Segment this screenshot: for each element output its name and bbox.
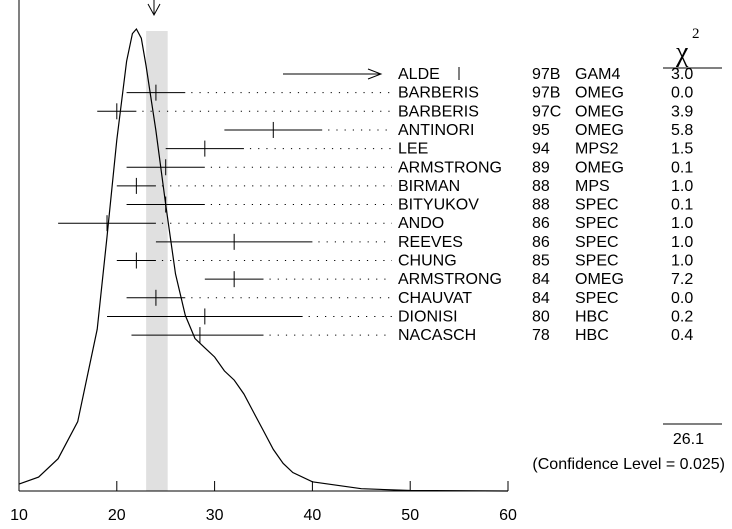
measurement-author: REEVES	[398, 234, 463, 251]
measurement-author: BARBERIS	[398, 85, 479, 102]
measurement-row: ANTINORI 95 OMEG 5.8	[224, 121, 693, 139]
measurement-author: ARMSTRONG	[398, 271, 502, 288]
measurement-row: LEE 94 MPS2 1.5	[165, 140, 693, 158]
measurement-technique: MPS2	[575, 141, 619, 158]
measurement-technique: OMEG	[575, 159, 624, 176]
measurement-row: ANDO 86 SPEC 1.0	[58, 215, 693, 232]
measurement-chi2: 1.0	[671, 215, 693, 232]
measurement-arrowhead	[367, 68, 383, 80]
measurement-row: NACASCH 78 HBC 0.4	[131, 327, 693, 344]
measurement-author: NACASCH	[398, 327, 476, 344]
measurement-year: 84	[532, 271, 550, 288]
x-tick-label: 50	[401, 507, 419, 524]
measurement-chi2: 3.0	[671, 66, 693, 83]
average-band	[146, 31, 168, 491]
measurement-row: BIRMAN 88 MPS 1.0	[116, 177, 693, 195]
measurement-chi2: 1.0	[671, 253, 693, 270]
measurement-author: BARBERIS	[398, 103, 479, 120]
measurement-technique: OMEG	[575, 271, 624, 288]
measurement-technique: GAM4	[575, 66, 620, 83]
measurement-chi2: 0.0	[671, 85, 693, 102]
measurement-year: 88	[532, 197, 550, 214]
measurement-year: 86	[532, 234, 550, 251]
measurement-row: ARMSTRONG 89 OMEG 0.1	[126, 159, 693, 176]
measurement-row: CHAUVAT 84 SPEC 0.0	[126, 289, 693, 307]
x-tick-label: 20	[108, 507, 126, 524]
measurement-author: BITYUKOV	[398, 197, 479, 214]
measurement-row: DIONISI 80 HBC 0.2	[107, 308, 693, 325]
x-tick-label: 10	[10, 507, 28, 524]
measurement-year: 95	[532, 122, 550, 139]
measurement-year: 84	[532, 290, 550, 307]
measurement-technique: SPEC	[575, 234, 619, 251]
measurement-chi2: 1.0	[671, 234, 693, 251]
measurement-chi2: 0.1	[671, 159, 693, 176]
x-tick-label: 40	[304, 507, 322, 524]
measurement-row: BARBERIS 97B OMEG 0.0	[126, 84, 693, 102]
measurement-year: 97B	[532, 85, 560, 102]
measurement-technique: OMEG	[575, 103, 624, 120]
measurement-row: REEVES 86 SPEC 1.0	[155, 233, 693, 251]
chi2-header-symbol: χ	[675, 37, 689, 68]
measurement-chi2: 7.2	[671, 271, 693, 288]
measurement-author: CHAUVAT	[398, 290, 472, 307]
measurement-year: 97B	[532, 66, 560, 83]
measurement-author: BIRMAN	[398, 178, 460, 195]
measurement-author: ANTINORI	[398, 122, 474, 139]
measurement-year: 85	[532, 253, 550, 270]
measurement-technique: MPS	[575, 178, 610, 195]
measurement-author: DIONISI	[398, 308, 458, 325]
measurement-technique: HBC	[575, 308, 609, 325]
measurement-row: BITYUKOV 88 SPEC 0.1	[126, 196, 693, 214]
measurement-chi2: 0.1	[671, 197, 693, 214]
x-tick-label: 60	[499, 507, 517, 524]
average-marker-arrowhead	[147, 3, 161, 17]
measurement-chi2: 5.8	[671, 122, 693, 139]
measurement-technique: SPEC	[575, 197, 619, 214]
measurement-author: CHUNG	[398, 253, 457, 270]
measurement-chi2: 3.9	[671, 103, 693, 120]
measurement-author: ANDO	[398, 215, 444, 232]
measurement-chi2: 0.2	[671, 308, 693, 325]
measurement-year: 86	[532, 215, 550, 232]
measurement-year: 78	[532, 327, 550, 344]
measurement-chi2: 1.5	[671, 141, 693, 158]
measurement-chi2: 1.0	[671, 178, 693, 195]
measurement-row: ARMSTRONG 84 OMEG 7.2	[204, 271, 693, 288]
measurement-technique: SPEC	[575, 290, 619, 307]
measurement-technique: SPEC	[575, 215, 619, 232]
measurement-technique: OMEG	[575, 122, 624, 139]
measurement-year: 97C	[532, 103, 561, 120]
chi2-header-superscript: 2	[692, 26, 700, 42]
measurement-author: LEE	[398, 141, 428, 158]
measurement-chi2: 0.0	[671, 290, 693, 307]
measurement-row: CHUNG 85 SPEC 1.0	[116, 252, 693, 270]
measurement-year: 88	[532, 178, 550, 195]
measurement-row: BARBERIS 97C OMEG 3.9	[97, 103, 693, 120]
chi2-total: 26.1	[673, 431, 704, 448]
measurement-technique: HBC	[575, 327, 609, 344]
measurement-year: 89	[532, 159, 550, 176]
x-tick-label: 30	[206, 507, 224, 524]
measurement-chi2: 0.4	[671, 327, 693, 344]
measurement-author: ALDE	[398, 66, 440, 83]
measurement-row: ALDE 97B GAM4 3.0	[283, 66, 693, 83]
ideogram-curve	[18, 27, 509, 492]
confidence-level-text: (Confidence Level = 0.025)	[532, 456, 725, 473]
measurement-technique: SPEC	[575, 253, 619, 270]
measurement-year: 94	[532, 141, 550, 158]
measurement-year: 80	[532, 308, 550, 325]
measurement-technique: OMEG	[575, 85, 624, 102]
measurement-author: ARMSTRONG	[398, 159, 502, 176]
